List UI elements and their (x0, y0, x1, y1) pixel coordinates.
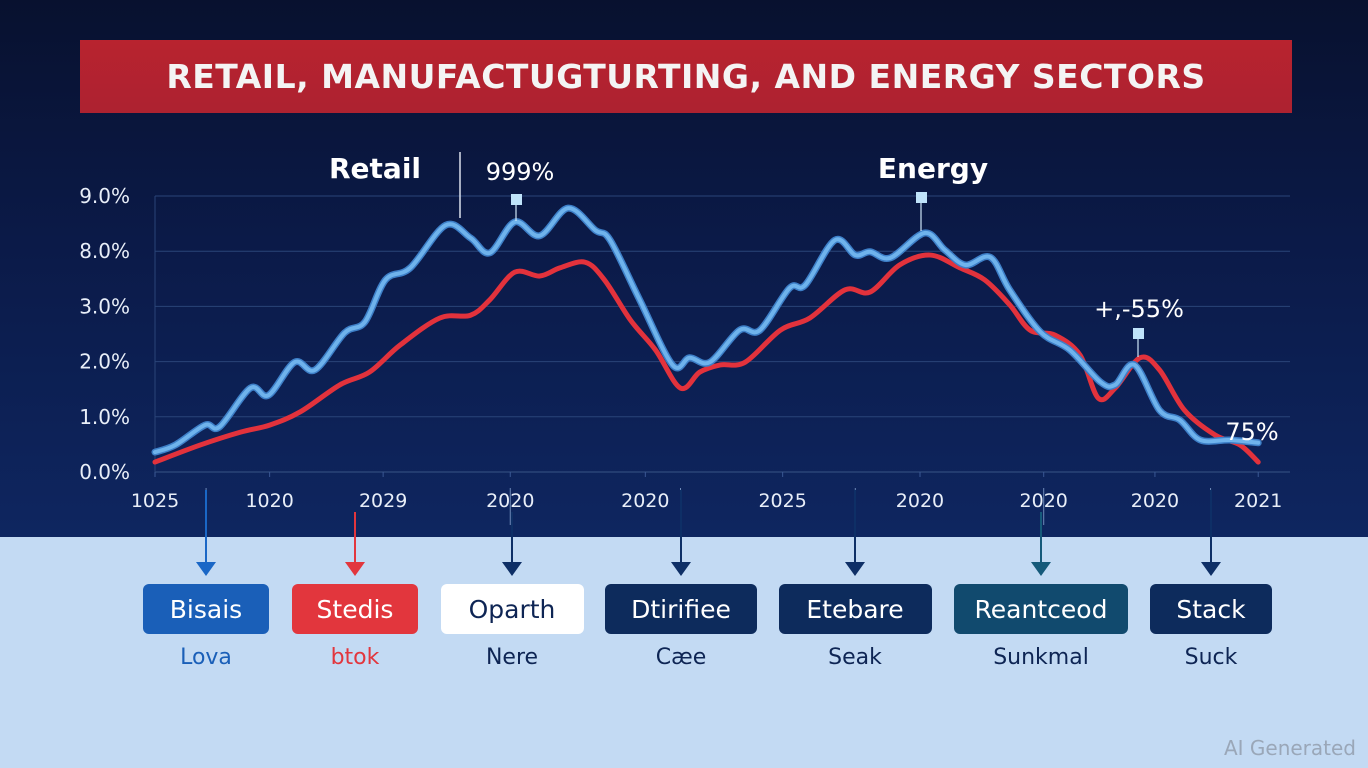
category-button-label: Etebare (806, 594, 904, 624)
arrow-head-icon (1031, 562, 1051, 576)
annotation-label: Retail (329, 152, 421, 185)
x-tick-label: 2025 (758, 490, 806, 512)
category-button[interactable]: Bisais (143, 584, 269, 634)
arrow-down-icon (1210, 490, 1212, 563)
category-sub-label: Sunkmal (993, 645, 1089, 670)
annotation-square-marker (1133, 328, 1144, 339)
line-chart: 0.0% 1.0% 2.0% 3.0% 8.0% 9.0% 1025 1020 2029 202… (79, 152, 1290, 525)
annotation-label: 999% (486, 158, 555, 186)
annotation-label: 75% (1225, 418, 1278, 446)
arrow-down-icon (205, 490, 207, 563)
y-axis: 0.0% 1.0% 2.0% 3.0% 8.0% 9.0% (79, 184, 130, 484)
category-button-label: Dtirifiee (631, 594, 731, 624)
arrow-head-icon (1201, 562, 1221, 576)
red-series-line (152, 252, 1261, 465)
y-tick-label: 9.0% (79, 184, 130, 208)
arrow-head-icon (345, 562, 365, 576)
gridlines (154, 195, 1290, 473)
y-tick-label: 0.0% (79, 460, 130, 484)
x-axis: 1025 1020 2029 2020 2020 2025 2020 2020 2020 2021 (131, 472, 1282, 525)
y-tick-label: 8.0% (79, 239, 130, 263)
category-sub-label: Nere (485, 645, 539, 670)
x-tick-label: 2020 (896, 490, 944, 512)
arrow-head-icon (196, 562, 216, 576)
category-button[interactable]: Stedis (292, 584, 418, 634)
arrow-head-icon (671, 562, 691, 576)
category-sub-label: Suck (1184, 645, 1238, 670)
category-button-label: Bisais (169, 594, 243, 624)
category-button[interactable]: Dtirifiee (605, 584, 757, 634)
arrow-down-icon (511, 512, 513, 563)
category-button[interactable]: Reantceod (954, 584, 1128, 634)
category-sub-label: Seak (828, 645, 882, 670)
category-sub-label: Cæe (655, 645, 707, 670)
category-sub-label: btok (330, 645, 380, 670)
x-tick-label: 2021 (1234, 490, 1282, 512)
blue-series-glow (151, 204, 1262, 456)
y-tick-label: 2.0% (79, 350, 130, 374)
arrow-down-icon (680, 490, 682, 563)
annotations: Retail 999% Energy +,-55% 75% (329, 152, 1279, 446)
category-button-label: Stedis (316, 594, 394, 624)
series-group (151, 204, 1262, 465)
x-tick-label: 2020 (621, 490, 669, 512)
title-banner: RETAIL, MANUFACTUGTURTING, AND ENERGY SE… (80, 40, 1292, 113)
x-tick-label: 1025 (131, 490, 179, 512)
annotation-square-marker (511, 194, 522, 205)
category-button[interactable]: Etebare (778, 584, 932, 634)
x-tick-label: 2020 (1131, 490, 1179, 512)
arrow-down-icon (1040, 512, 1042, 563)
category-sub-label: Lova (180, 645, 232, 670)
category-button-label: Oparth (468, 594, 556, 624)
annotation-label: Energy (878, 152, 988, 185)
watermark: AI Generated (1223, 736, 1356, 760)
category-button-label: Stack (1176, 594, 1246, 624)
arrow-down-icon (354, 512, 356, 563)
chart-title: RETAIL, MANUFACTUGTURTING, AND ENERGY SE… (166, 57, 1206, 96)
y-tick-label: 1.0% (79, 405, 130, 429)
arrow-down-icon (854, 490, 856, 563)
annotation-square-marker (916, 192, 927, 203)
category-button[interactable]: Stack (1150, 584, 1272, 634)
blue-series-line (153, 206, 1261, 455)
category-button[interactable]: Oparth (440, 584, 584, 634)
category-button-label: Reantceod (974, 594, 1108, 624)
y-tick-label: 3.0% (79, 294, 130, 318)
arrow-head-icon (845, 562, 865, 576)
annotation-label: +,-55% (1094, 295, 1184, 323)
x-tick-label: 2029 (359, 490, 407, 512)
x-tick-label: 1020 (245, 490, 293, 512)
arrow-head-icon (502, 562, 522, 576)
